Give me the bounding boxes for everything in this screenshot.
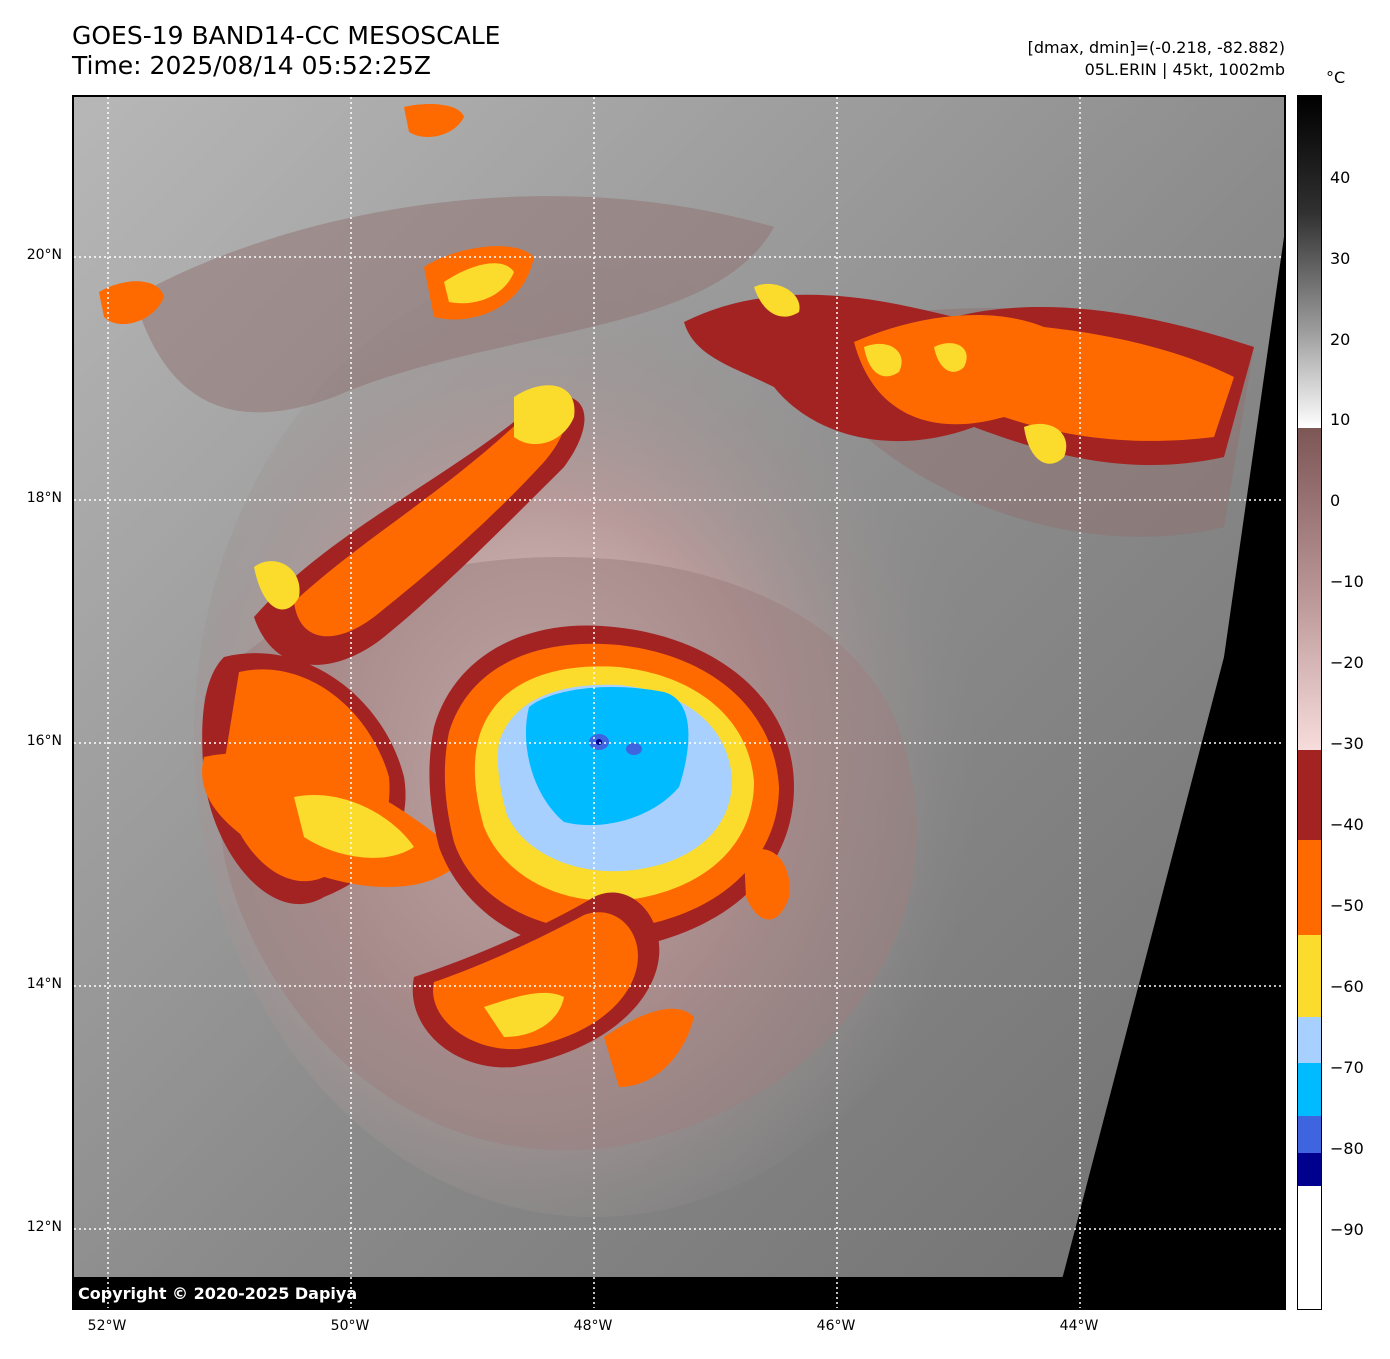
northeast-convection (684, 283, 1254, 466)
colorbar-tick-minus40: −40 (1330, 815, 1364, 834)
graticule (74, 97, 1284, 1308)
timestamp: Time: 2025/08/14 05:52:25Z (72, 51, 431, 80)
colorbar-tick-30: 30 (1330, 249, 1351, 268)
lon-label-50w: 50°W (330, 1318, 370, 1334)
colorbar-tick-0: 0 (1330, 491, 1341, 510)
colorbar-tick-minus70: −70 (1330, 1058, 1364, 1077)
colorbar-tick-minus20: −20 (1330, 653, 1364, 672)
colorbar (1297, 95, 1322, 1310)
colorbar-tick-minus60: −60 (1330, 977, 1364, 996)
colorbar-tick-minus30: −30 (1330, 734, 1364, 753)
lat-label-12n: 12°N (26, 1219, 62, 1235)
north-convection (99, 104, 585, 665)
lat-label-18n: 18°N (26, 490, 62, 506)
lat-label-16n: 16°N (26, 733, 62, 749)
colorbar-scale (1298, 96, 1321, 1309)
lat-label-14n: 14°N (26, 976, 62, 992)
colorbar-unit: °C (1326, 68, 1346, 87)
colorbar-tick-minus10: −10 (1330, 572, 1364, 591)
lon-label-46w: 46°W (816, 1318, 856, 1334)
copyright-notice: Copyright © 2020-2025 Dapiya (78, 1284, 358, 1303)
central-dense-overcast (429, 625, 794, 952)
colorbar-tick-10: 10 (1330, 410, 1351, 429)
lat-label-20n: 20°N (26, 247, 62, 263)
storm-info: 05L.ERIN | 45kt, 1002mb (1084, 60, 1285, 79)
colorbar-tick-40: 40 (1330, 168, 1351, 187)
dmax-dmin-readout: [dmax, dmin]=(-0.218, -82.882) (1027, 38, 1285, 57)
colorbar-tick-minus50: −50 (1330, 896, 1364, 915)
colorbar-tick-minus80: −80 (1330, 1139, 1364, 1158)
lon-label-44w: 44°W (1059, 1318, 1099, 1334)
colorbar-tick-20: 20 (1330, 330, 1351, 349)
south-band-convection (412, 849, 790, 1087)
lon-label-52w: 52°W (87, 1318, 127, 1334)
lon-label-48w: 48°W (573, 1318, 613, 1334)
colorbar-tick-minus90: −90 (1330, 1220, 1364, 1239)
west-band-convection (202, 561, 464, 905)
chart-title: GOES-19 BAND14-CC MESOSCALE (72, 21, 501, 50)
satellite-map (72, 95, 1286, 1310)
satellite-image (74, 97, 1284, 1308)
